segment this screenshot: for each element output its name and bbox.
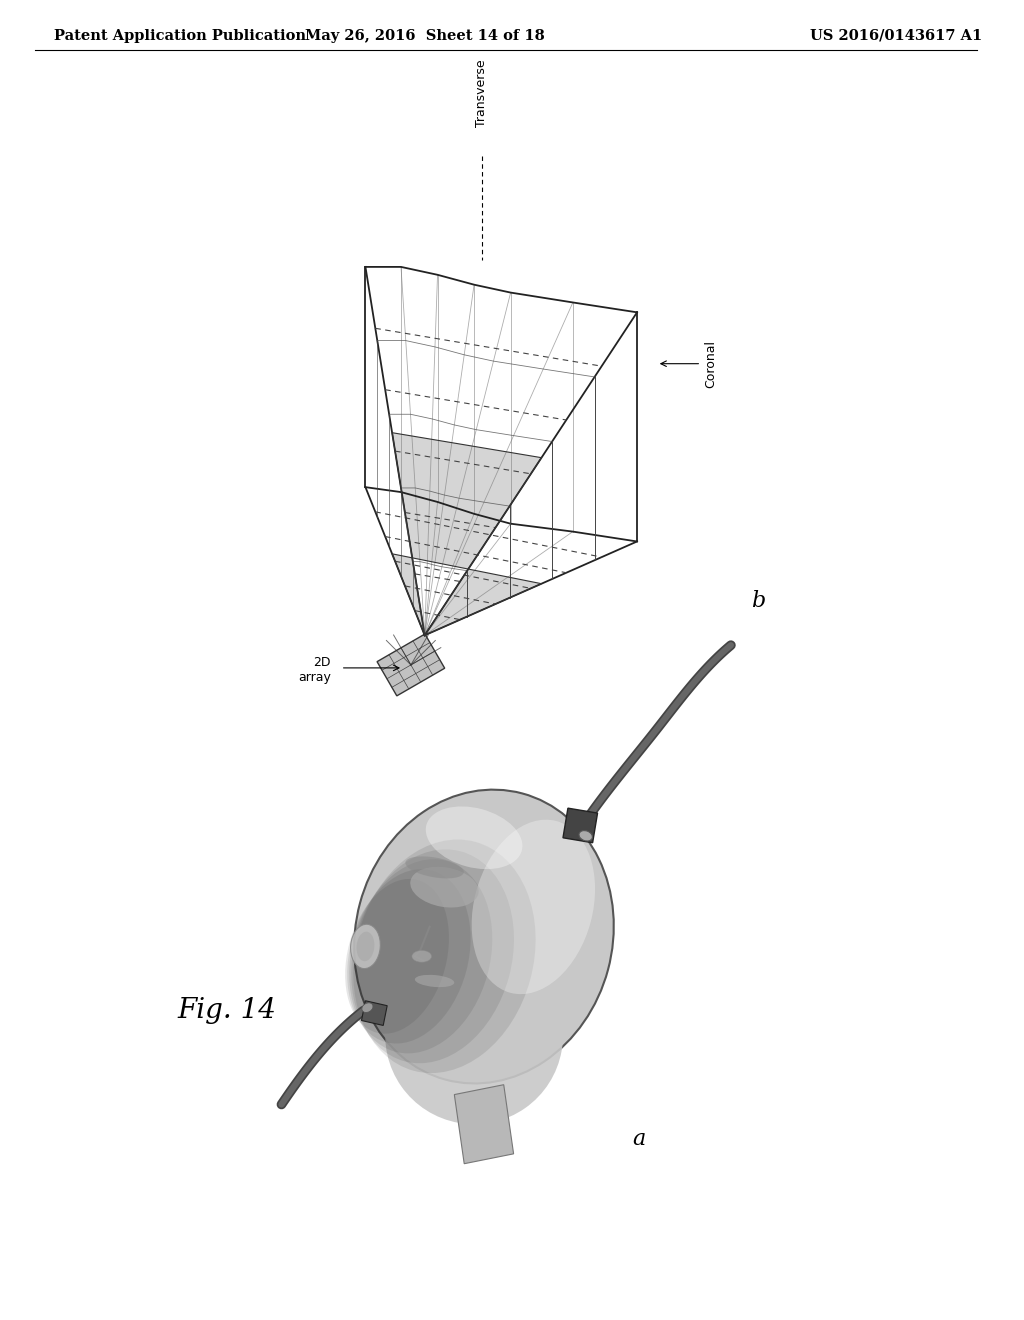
Ellipse shape [412, 950, 432, 962]
Ellipse shape [385, 946, 563, 1125]
Ellipse shape [345, 879, 449, 1034]
Polygon shape [361, 1001, 387, 1026]
Ellipse shape [356, 932, 375, 961]
Ellipse shape [351, 849, 514, 1063]
Polygon shape [377, 634, 444, 696]
Ellipse shape [347, 869, 471, 1044]
Ellipse shape [349, 859, 493, 1053]
Text: May 26, 2016  Sheet 14 of 18: May 26, 2016 Sheet 14 of 18 [305, 29, 545, 42]
Text: a: a [632, 1129, 645, 1150]
Ellipse shape [411, 867, 478, 908]
Text: Coronal: Coronal [705, 339, 718, 388]
Ellipse shape [353, 840, 536, 1073]
Text: Transverse: Transverse [475, 59, 488, 127]
Ellipse shape [415, 975, 455, 987]
Polygon shape [455, 1085, 514, 1164]
Text: Fig. 14: Fig. 14 [178, 997, 276, 1024]
Polygon shape [563, 808, 598, 842]
Text: Patent Application Publication: Patent Application Publication [54, 29, 306, 42]
Ellipse shape [579, 830, 593, 841]
Ellipse shape [354, 789, 613, 1084]
Text: 2D
array: 2D array [298, 656, 331, 684]
Ellipse shape [472, 820, 595, 994]
Ellipse shape [361, 1003, 373, 1012]
Text: b: b [751, 590, 765, 611]
Polygon shape [392, 433, 542, 635]
Ellipse shape [406, 857, 464, 878]
Ellipse shape [350, 924, 380, 969]
Ellipse shape [426, 807, 522, 869]
Text: US 2016/0143617 A1: US 2016/0143617 A1 [810, 29, 982, 42]
